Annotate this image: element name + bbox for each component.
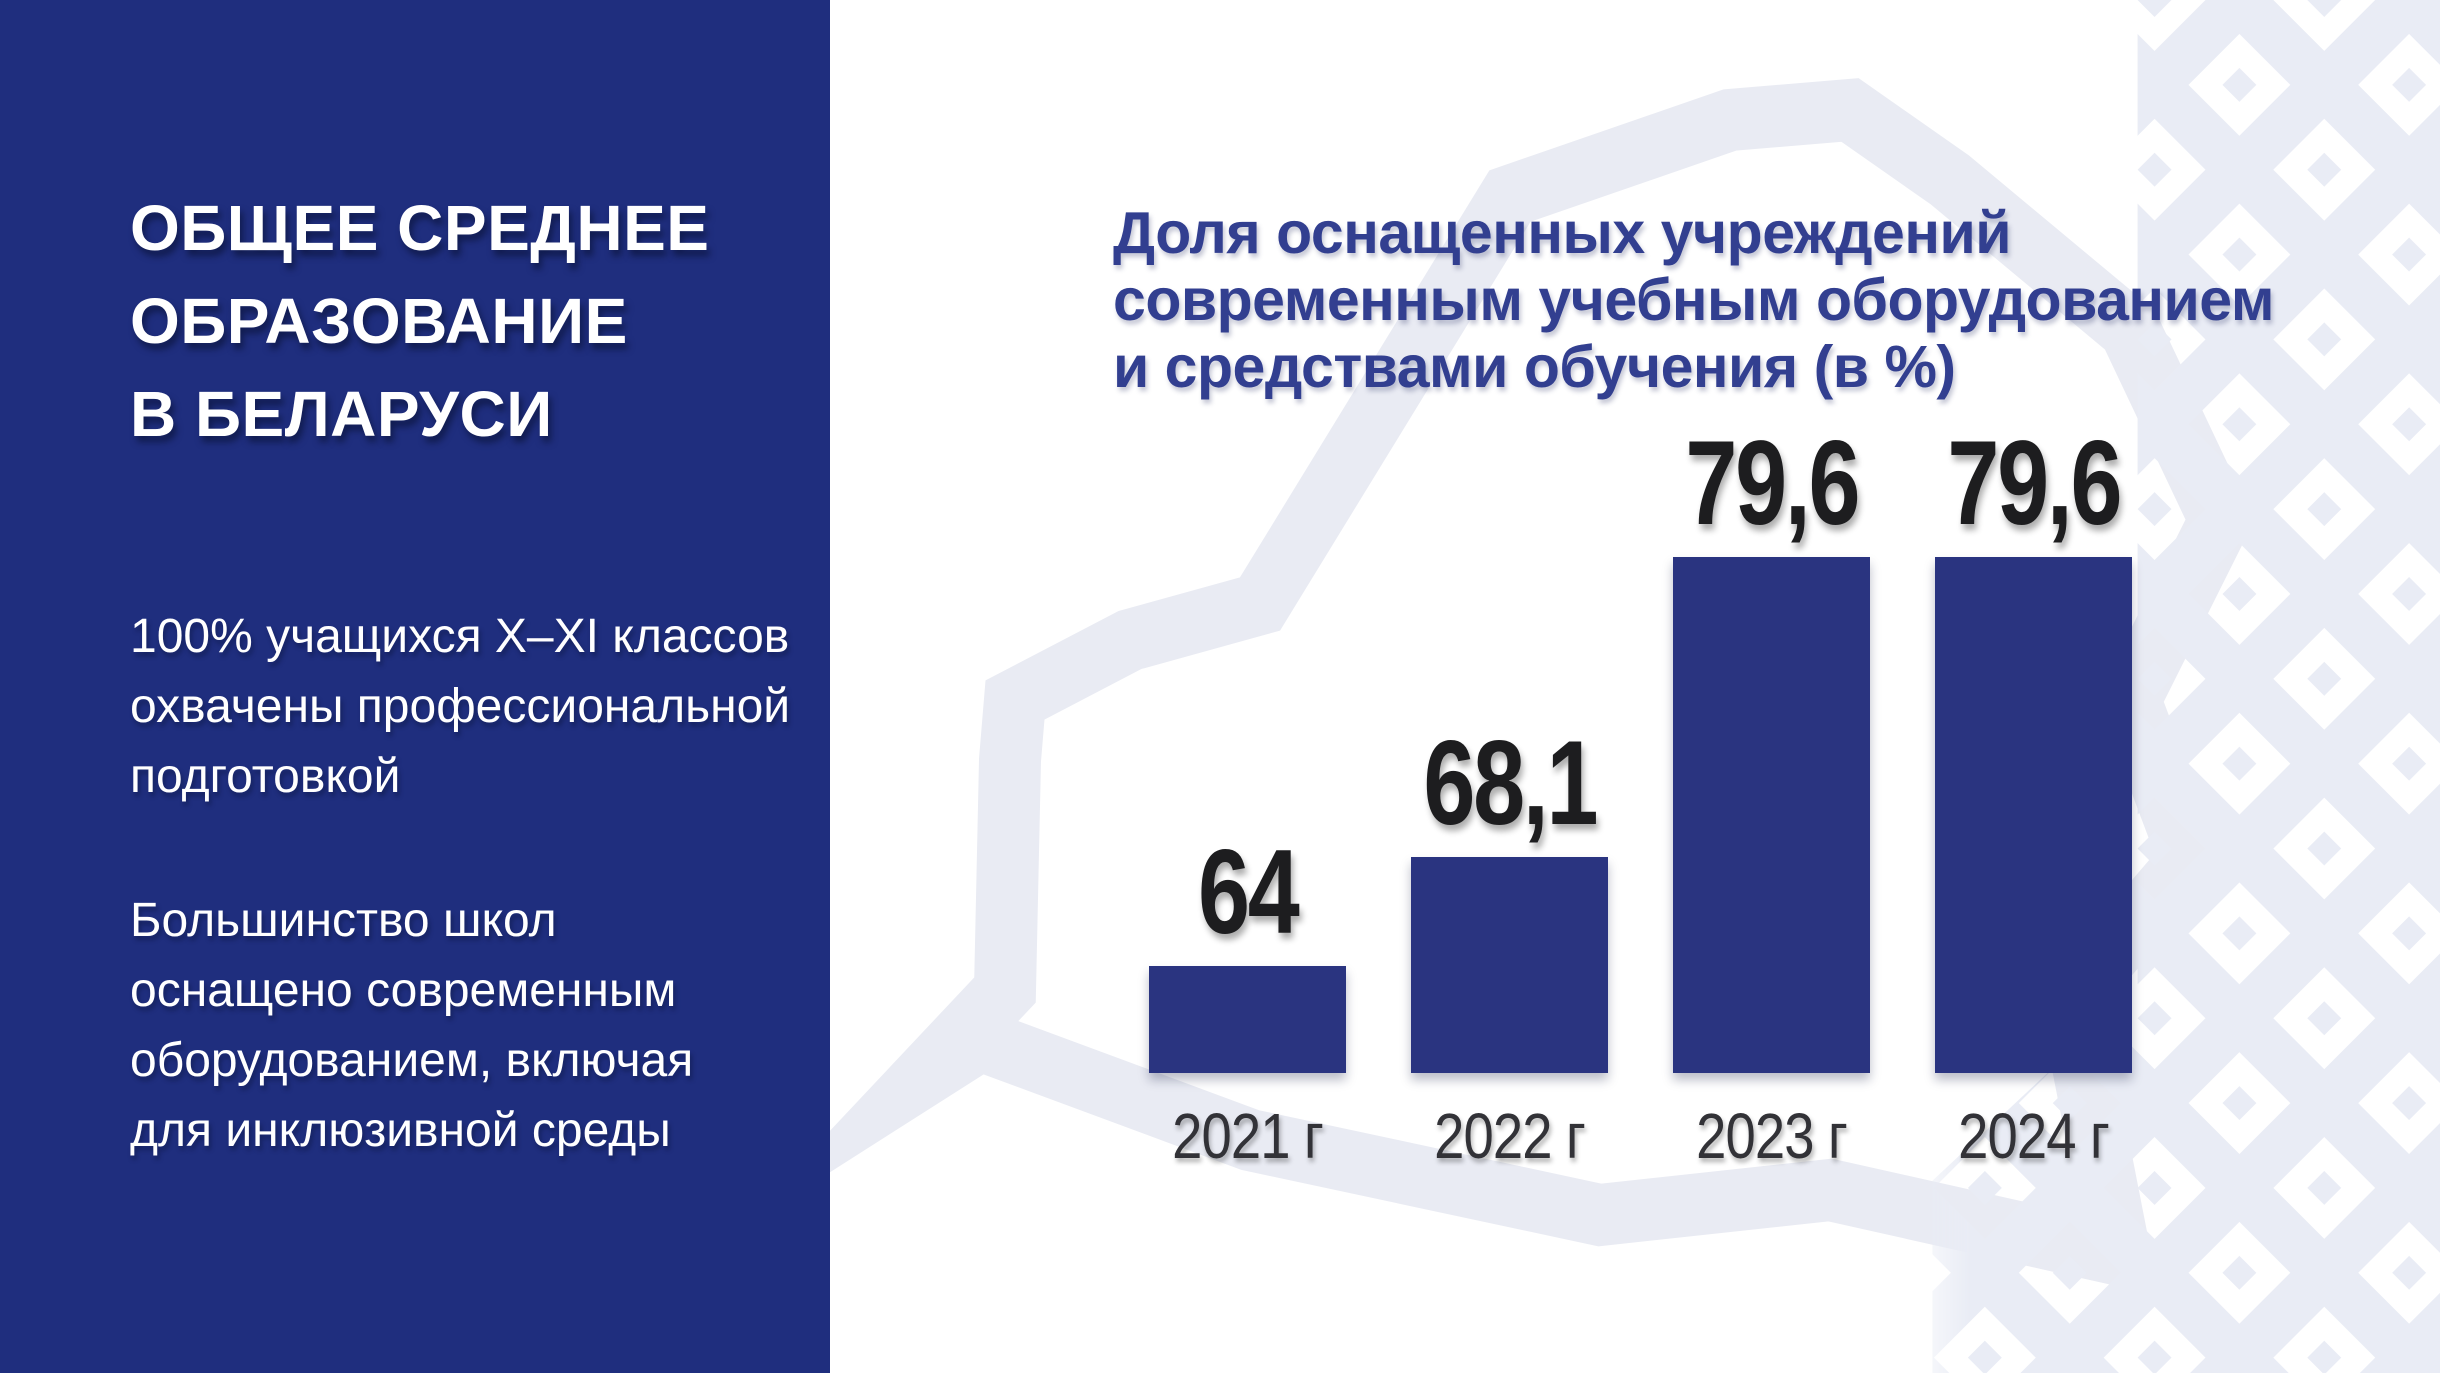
bar-2024 <box>1935 557 2132 1073</box>
chart-area: Доля оснащенных учреждений современным у… <box>830 0 2440 1373</box>
x-axis-label-2023: 2023 г <box>1696 1100 1848 1172</box>
page-title-line-3: В БЕЛАРУСИ <box>130 378 553 450</box>
bar-chart: 64 68,1 79,6 79,6 2021 г 2022 г 2023 г 2… <box>830 0 2440 1373</box>
x-axis-label-2022: 2022 г <box>1434 1100 1586 1172</box>
paragraph-1-line-2: охвачены профессиональной <box>130 680 791 733</box>
paragraph-2-line-2: оснащено современным <box>130 964 677 1017</box>
bar-value-label: 64 <box>1197 825 1300 959</box>
bar-column-2024: 79,6 <box>1935 423 2132 1073</box>
bar-2023 <box>1673 557 1870 1073</box>
chart-title: Доля оснащенных учреждений современным у… <box>1113 200 2274 401</box>
paragraph-2-line-3: оборудованием, включая <box>130 1034 694 1087</box>
paragraph-2-line-1: Большинство школ <box>130 894 557 947</box>
chart-title-line-1: Доля оснащенных учреждений <box>1113 200 2012 266</box>
x-axis-label-2021: 2021 г <box>1172 1100 1324 1172</box>
sidebar-panel: ОБЩЕЕ СРЕДНЕЕ ОБРАЗОВАНИЕ В БЕЛАРУСИ 100… <box>0 0 830 1373</box>
x-axis-label-2024: 2024 г <box>1958 1100 2110 1172</box>
bar-2021 <box>1149 966 1346 1073</box>
bar-column-2023: 79,6 <box>1673 423 1870 1073</box>
bar-value-label: 79,6 <box>1947 416 2122 550</box>
bar-value-label: 68,1 <box>1423 716 1598 850</box>
bar-value-label: 79,6 <box>1685 416 1860 550</box>
page-title-line-1: ОБЩЕЕ СРЕДНЕЕ <box>130 192 710 264</box>
belarus-map-watermark <box>830 78 2255 1296</box>
paragraph-2-line-4: для инклюзивной среды <box>130 1104 671 1157</box>
chart-title-line-3: и средствами обучения (в %) <box>1113 334 1956 400</box>
page-title: ОБЩЕЕ СРЕДНЕЕ ОБРАЗОВАНИЕ В БЕЛАРУСИ <box>130 182 709 461</box>
page-title-line-2: ОБРАЗОВАНИЕ <box>130 285 628 357</box>
sidebar-paragraph-2: Большинство школ оснащено современным об… <box>130 886 693 1166</box>
chart-title-line-2: современным учебным оборудованием <box>1113 267 2274 333</box>
paragraph-1-line-1: 100% учащихся X–XI классов <box>130 610 790 663</box>
bar-column-2021: 64 <box>1149 832 1346 1073</box>
sidebar-paragraph-1: 100% учащихся X–XI классов охвачены проф… <box>130 602 790 812</box>
bar-2022 <box>1411 857 1608 1073</box>
paragraph-1-line-3: подготовкой <box>130 750 401 803</box>
bar-column-2022: 68,1 <box>1411 723 1608 1073</box>
